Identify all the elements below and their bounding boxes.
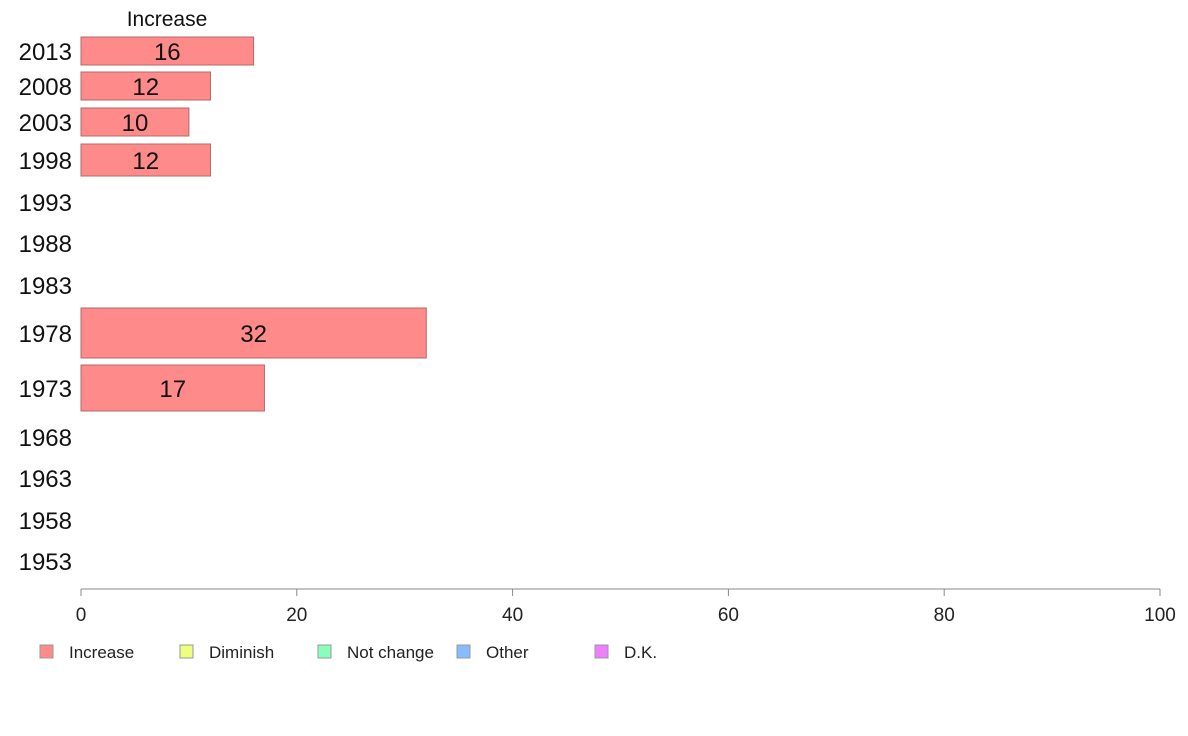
category-label-2013: 2013 — [19, 39, 72, 66]
legend-label-1: Diminish — [209, 643, 274, 662]
x-axis: 0 20 40 60 80 100 — [76, 588, 1176, 626]
legend: Increase Diminish Not change Other D.K. — [39, 643, 657, 662]
category-label-1963: 1963 — [19, 466, 72, 493]
bar-1978 — [80, 307, 427, 359]
legend-swatch-1 — [179, 644, 194, 659]
data-label-2013: 16 — [154, 39, 181, 66]
data-label-1973: 17 — [159, 376, 186, 403]
category-label-1958: 1958 — [19, 508, 72, 535]
legend-swatch-2 — [317, 644, 332, 659]
x-tick-label-20: 20 — [286, 605, 307, 626]
x-tick-label-0: 0 — [76, 605, 87, 626]
legend-label-0: Increase — [69, 643, 134, 662]
category-label-1973: 1973 — [19, 376, 72, 403]
legend-swatch-3 — [456, 644, 471, 659]
category-labels: 2013 2008 2003 1998 1993 1988 1983 1978 1973 1968… — [19, 39, 72, 576]
x-tick-label-40: 40 — [502, 605, 523, 626]
data-label-2008: 12 — [132, 74, 159, 101]
category-label-1993: 1993 — [19, 190, 72, 217]
data-label-2003: 10 — [122, 110, 149, 137]
series-title: Increase — [127, 8, 208, 31]
bars-group — [80, 36, 427, 412]
category-label-1978: 1978 — [19, 321, 72, 348]
category-label-2003: 2003 — [19, 110, 72, 137]
bar-1998 — [80, 143, 211, 177]
legend-label-2: Not change — [347, 643, 434, 662]
data-label-1978: 32 — [240, 321, 267, 348]
legend-label-3: Other — [486, 643, 529, 662]
legend-label-4: D.K. — [624, 643, 657, 662]
bar-2008 — [80, 71, 211, 101]
category-label-1998: 1998 — [19, 148, 72, 175]
data-label-1998: 12 — [132, 148, 159, 175]
category-label-1968: 1968 — [19, 425, 72, 452]
category-label-1988: 1988 — [19, 231, 72, 258]
data-labels: 16 12 10 12 32 17 — [122, 39, 267, 403]
x-tick-label-100: 100 — [1144, 605, 1176, 626]
category-label-2008: 2008 — [19, 74, 72, 101]
x-tick-label-80: 80 — [934, 605, 955, 626]
legend-swatch-0 — [39, 644, 54, 659]
x-tick-label-60: 60 — [718, 605, 739, 626]
category-label-1953: 1953 — [19, 549, 72, 576]
legend-swatch-4 — [594, 644, 609, 659]
category-label-1983: 1983 — [19, 273, 72, 300]
bar-2013 — [80, 36, 255, 66]
bar-1973 — [80, 364, 265, 412]
bar-2003 — [80, 107, 190, 137]
